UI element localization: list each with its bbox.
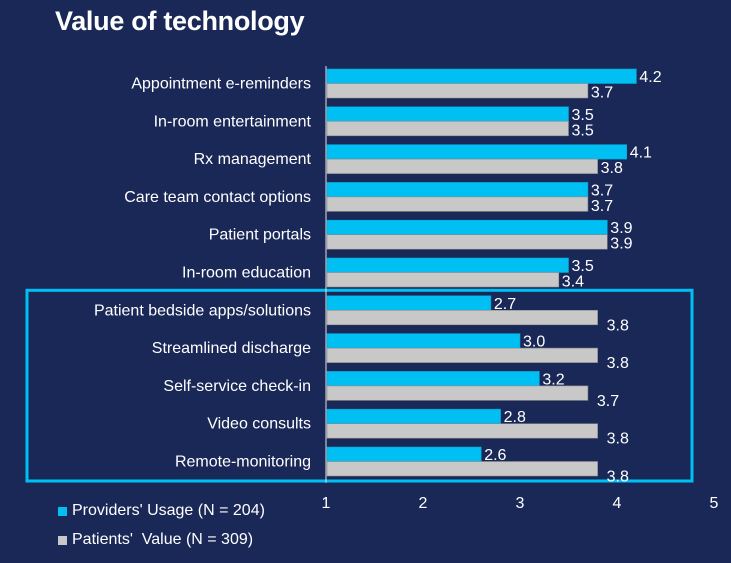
category-label: Video consults (207, 416, 311, 433)
bar-patients (326, 347, 598, 363)
bar-patients (326, 234, 608, 250)
bar-patients (326, 196, 589, 212)
value-label-patients: 3.4 (562, 274, 584, 291)
value-label-patients: 3.5 (572, 122, 594, 139)
bar-providers (326, 257, 569, 273)
category-label: Self-service check-in (163, 378, 311, 395)
category-label: Streamlined discharge (152, 340, 311, 357)
bar-patients (326, 121, 569, 137)
bar-patients (326, 272, 560, 288)
value-label-providers: 3.2 (542, 371, 564, 388)
bar-patients (326, 461, 598, 477)
bar-providers (326, 408, 501, 425)
bar-patients (326, 423, 598, 439)
category-label: Rx management (194, 151, 312, 168)
value-label-providers: 3.7 (591, 182, 613, 199)
value-label-patients: 3.7 (597, 393, 619, 410)
bar-providers (326, 295, 492, 311)
bar-providers (326, 182, 589, 198)
value-label-providers: 3.9 (610, 220, 632, 237)
value-label-providers: 3.5 (572, 107, 594, 124)
value-label-patients: 3.9 (610, 236, 632, 253)
legend-swatch-providers (58, 506, 67, 516)
bar-providers (326, 68, 637, 84)
value-label-patients: 3.7 (591, 85, 613, 102)
value-label-patients: 3.8 (607, 431, 629, 448)
category-label: In-room entertainment (154, 113, 312, 130)
bar-patients (326, 158, 598, 174)
value-label-providers: 2.6 (484, 447, 506, 464)
chart-title: Value of technology (55, 6, 305, 36)
legend-label-patients: Patients' Value (N = 309) (72, 531, 254, 548)
value-label-providers: 4.2 (639, 69, 661, 86)
value-label-providers: 2.8 (504, 409, 526, 426)
category-label: Patient bedside apps/solutions (94, 302, 311, 319)
x-tick-label: 3 (516, 495, 525, 512)
value-label-providers: 3.0 (523, 334, 545, 351)
category-label: Remote-monitoring (175, 454, 311, 471)
bar-providers (326, 371, 540, 387)
bar-providers (326, 219, 608, 235)
bar-patients (326, 83, 589, 99)
bar-patients (326, 309, 598, 326)
x-tick-label: 1 (322, 495, 331, 512)
value-label-providers: 4.1 (630, 145, 652, 162)
value-label-patients: 3.8 (607, 355, 629, 372)
bar-providers (326, 333, 521, 349)
x-tick-label: 4 (613, 495, 622, 512)
bar-patients (326, 385, 589, 401)
legend-item-patients: Patients' Value (N = 309) (58, 531, 253, 549)
legend-label-providers: Providers' Usage (N = 204) (72, 502, 265, 519)
x-tick-label: 2 (419, 495, 428, 512)
category-label: Patient portals (209, 227, 311, 244)
legend-swatch-patients (58, 535, 67, 545)
value-label-providers: 2.7 (494, 296, 516, 313)
highlight-box (25, 288, 694, 483)
value-label-patients: 3.8 (601, 160, 623, 177)
category-label: In-room education (182, 265, 311, 282)
legend-item-providers: Providers' Usage (N = 204) (58, 502, 265, 520)
value-label-patients: 3.8 (607, 317, 629, 334)
value-label-patients: 3.8 (607, 469, 629, 486)
category-label: Appointment e-reminders (131, 76, 311, 93)
category-label: Care team contact options (124, 189, 311, 206)
value-label-patients: 3.7 (591, 198, 613, 215)
bar-providers (326, 446, 482, 462)
value-label-providers: 3.5 (572, 258, 594, 275)
bar-providers (326, 144, 628, 160)
bar-providers (326, 106, 569, 122)
x-tick-label: 5 (710, 495, 719, 512)
